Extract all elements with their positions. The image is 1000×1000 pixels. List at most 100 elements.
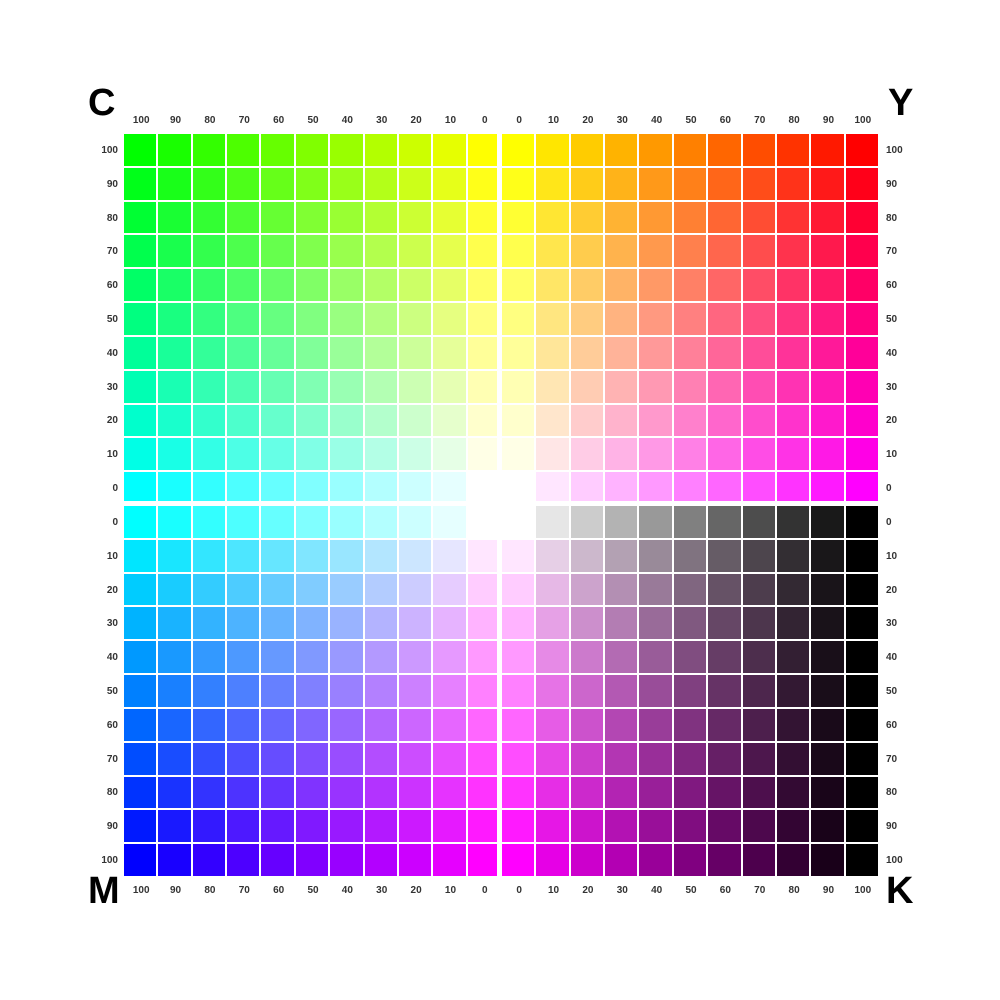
color-swatch[interactable]	[501, 810, 537, 845]
color-swatch[interactable]	[364, 472, 399, 506]
color-swatch[interactable]	[639, 641, 674, 676]
color-swatch[interactable]	[605, 472, 640, 506]
color-swatch[interactable]	[433, 201, 468, 236]
color-swatch[interactable]	[398, 573, 434, 608]
color-swatch[interactable]	[192, 708, 228, 743]
color-swatch[interactable]	[776, 370, 812, 405]
color-swatch[interactable]	[811, 539, 846, 574]
color-swatch[interactable]	[227, 303, 262, 337]
color-swatch[interactable]	[536, 742, 571, 777]
color-swatch[interactable]	[364, 201, 399, 236]
color-swatch[interactable]	[295, 269, 331, 304]
color-swatch[interactable]	[330, 472, 365, 506]
color-swatch[interactable]	[570, 404, 606, 439]
color-swatch[interactable]	[776, 776, 812, 811]
color-swatch[interactable]	[639, 505, 674, 540]
color-swatch[interactable]	[845, 472, 880, 506]
color-swatch[interactable]	[330, 370, 365, 405]
color-swatch[interactable]	[364, 134, 399, 168]
color-swatch[interactable]	[227, 641, 262, 676]
color-swatch[interactable]	[192, 641, 228, 676]
color-swatch[interactable]	[570, 201, 606, 236]
color-swatch[interactable]	[124, 167, 159, 202]
color-swatch[interactable]	[330, 505, 365, 540]
color-swatch[interactable]	[227, 336, 262, 371]
color-swatch[interactable]	[398, 742, 434, 777]
color-swatch[interactable]	[330, 844, 365, 878]
color-swatch[interactable]	[158, 235, 193, 270]
color-swatch[interactable]	[467, 505, 502, 540]
color-swatch[interactable]	[742, 505, 777, 540]
color-swatch[interactable]	[295, 641, 331, 676]
color-swatch[interactable]	[364, 438, 399, 473]
color-swatch[interactable]	[708, 269, 743, 304]
color-swatch[interactable]	[261, 573, 296, 608]
color-swatch[interactable]	[536, 134, 571, 168]
color-swatch[interactable]	[845, 539, 880, 574]
color-swatch[interactable]	[570, 505, 606, 540]
color-swatch[interactable]	[261, 539, 296, 574]
color-swatch[interactable]	[295, 675, 331, 709]
color-swatch[interactable]	[639, 201, 674, 236]
color-swatch[interactable]	[295, 708, 331, 743]
color-swatch[interactable]	[192, 167, 228, 202]
color-swatch[interactable]	[742, 134, 777, 168]
color-swatch[interactable]	[811, 472, 846, 506]
color-swatch[interactable]	[364, 607, 399, 642]
color-swatch[interactable]	[227, 235, 262, 270]
color-swatch[interactable]	[227, 844, 262, 878]
color-swatch[interactable]	[227, 505, 262, 540]
color-swatch[interactable]	[227, 370, 262, 405]
color-swatch[interactable]	[811, 505, 846, 540]
color-swatch[interactable]	[673, 336, 709, 371]
color-swatch[interactable]	[811, 641, 846, 676]
color-swatch[interactable]	[158, 269, 193, 304]
color-swatch[interactable]	[742, 539, 777, 574]
color-swatch[interactable]	[536, 303, 571, 337]
color-swatch[interactable]	[158, 134, 193, 168]
color-swatch[interactable]	[845, 641, 880, 676]
color-swatch[interactable]	[124, 641, 159, 676]
color-swatch[interactable]	[364, 776, 399, 811]
color-swatch[interactable]	[708, 810, 743, 845]
color-swatch[interactable]	[811, 336, 846, 371]
color-swatch[interactable]	[639, 776, 674, 811]
color-swatch[interactable]	[158, 370, 193, 405]
color-swatch[interactable]	[158, 573, 193, 608]
color-swatch[interactable]	[330, 607, 365, 642]
color-swatch[interactable]	[398, 472, 434, 506]
color-swatch[interactable]	[330, 404, 365, 439]
color-swatch[interactable]	[433, 370, 468, 405]
color-swatch[interactable]	[433, 235, 468, 270]
color-swatch[interactable]	[330, 776, 365, 811]
color-swatch[interactable]	[570, 810, 606, 845]
color-swatch[interactable]	[261, 742, 296, 777]
color-swatch[interactable]	[158, 708, 193, 743]
color-swatch[interactable]	[433, 438, 468, 473]
color-swatch[interactable]	[742, 303, 777, 337]
color-swatch[interactable]	[330, 708, 365, 743]
color-swatch[interactable]	[742, 235, 777, 270]
color-swatch[interactable]	[708, 167, 743, 202]
color-swatch[interactable]	[364, 269, 399, 304]
color-swatch[interactable]	[708, 370, 743, 405]
color-swatch[interactable]	[330, 539, 365, 574]
color-swatch[interactable]	[192, 607, 228, 642]
color-swatch[interactable]	[192, 336, 228, 371]
color-swatch[interactable]	[398, 607, 434, 642]
color-swatch[interactable]	[776, 505, 812, 540]
color-swatch[interactable]	[467, 336, 502, 371]
color-swatch[interactable]	[673, 539, 709, 574]
color-swatch[interactable]	[639, 404, 674, 439]
color-swatch[interactable]	[227, 201, 262, 236]
color-swatch[interactable]	[261, 810, 296, 845]
color-swatch[interactable]	[364, 573, 399, 608]
color-swatch[interactable]	[742, 675, 777, 709]
color-swatch[interactable]	[536, 573, 571, 608]
color-swatch[interactable]	[158, 539, 193, 574]
color-swatch[interactable]	[811, 269, 846, 304]
color-swatch[interactable]	[776, 269, 812, 304]
color-swatch[interactable]	[501, 505, 537, 540]
color-swatch[interactable]	[158, 844, 193, 878]
color-swatch[interactable]	[295, 742, 331, 777]
